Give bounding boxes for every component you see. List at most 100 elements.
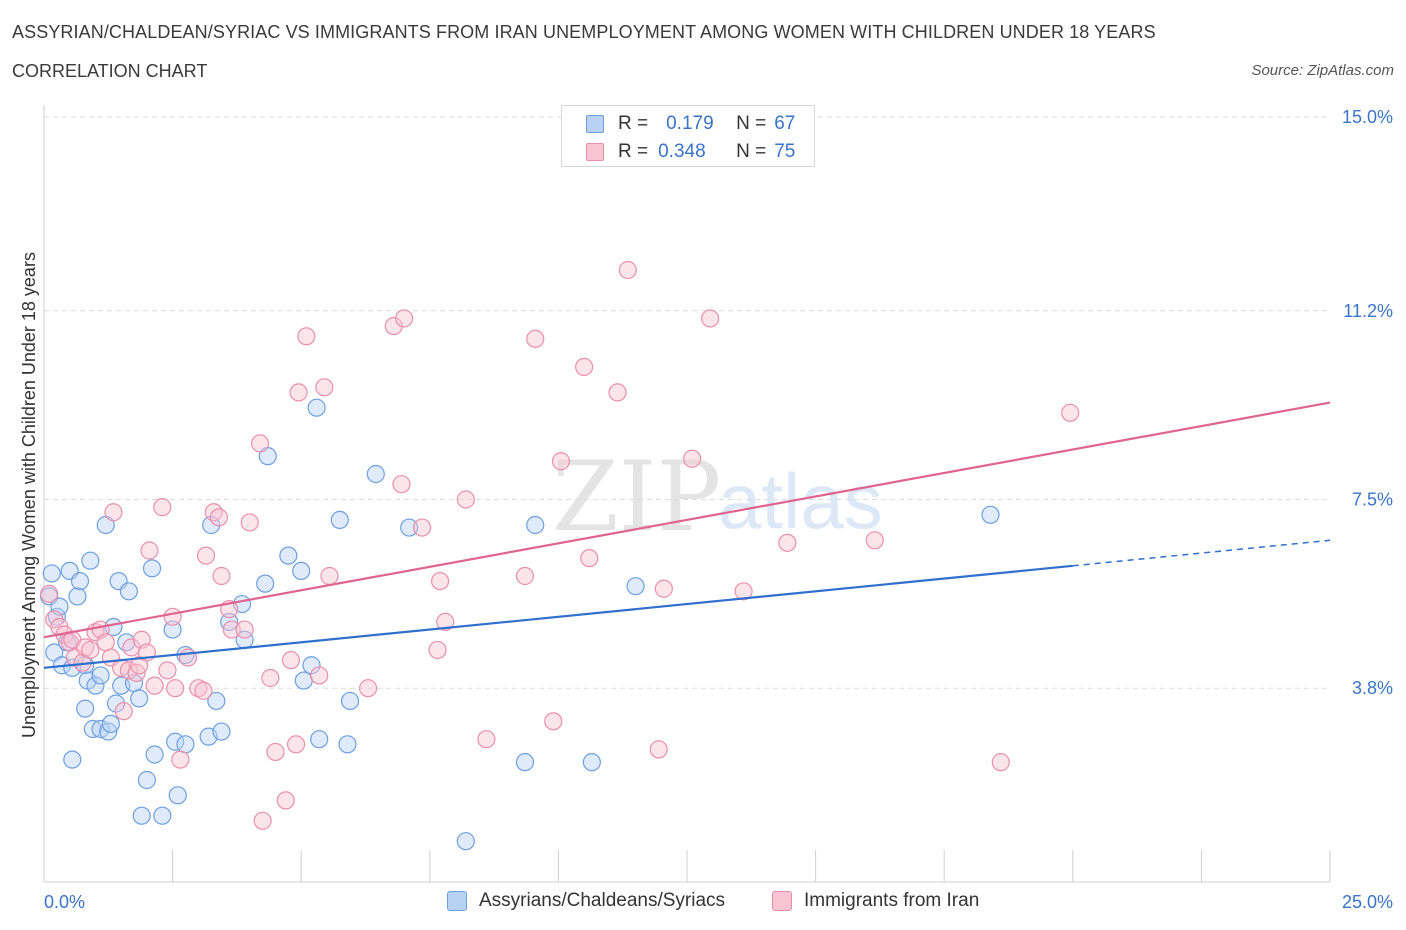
data-point-assyrians xyxy=(70,571,90,591)
data-point-assyrians xyxy=(515,753,535,772)
data-point-iran xyxy=(297,327,316,346)
watermark-atlas: atlas xyxy=(718,457,883,545)
data-point-assyrians xyxy=(91,666,110,685)
legend-r-value-iran: 0.348 xyxy=(658,141,706,162)
data-point-iran xyxy=(701,309,720,328)
data-point-assyrians xyxy=(626,577,645,596)
data-point-assyrians xyxy=(163,620,182,639)
data-point-assyrians xyxy=(294,671,313,690)
data-point-assyrians xyxy=(207,691,226,711)
legend-n-label: N = xyxy=(736,113,767,134)
data-point-iran xyxy=(734,582,753,601)
y-tick-labels: 3.8% 7.5% 11.2% 15.0% xyxy=(1342,107,1393,698)
bottom-legend-swatch-blue xyxy=(447,891,467,911)
data-point-assyrians xyxy=(279,546,298,565)
data-point-iran xyxy=(1061,403,1080,422)
data-point-iran xyxy=(114,702,133,721)
data-point-iran xyxy=(253,811,272,830)
data-point-iran xyxy=(865,531,884,550)
data-point-assyrians xyxy=(340,691,360,711)
data-point-assyrians xyxy=(176,735,195,754)
data-point-assyrians xyxy=(81,551,100,570)
bottom-legend-iran: Immigrants from Iran xyxy=(772,890,979,912)
data-point-iran xyxy=(477,730,496,749)
data-point-iran xyxy=(163,607,182,626)
legend-swatch-blue xyxy=(586,115,604,133)
data-point-iran xyxy=(649,740,668,759)
x-tick-label: 0.0% xyxy=(44,892,85,912)
data-point-assyrians xyxy=(338,735,357,754)
data-point-assyrians xyxy=(42,564,61,583)
data-point-iran xyxy=(196,546,216,565)
data-point-assyrians xyxy=(83,719,102,739)
data-point-iran xyxy=(618,260,637,280)
data-point-iran xyxy=(289,383,308,402)
data-point-assyrians xyxy=(330,510,349,530)
correlation-legend: R = 0.179 N = 67 R = 0.348 N = 75 xyxy=(561,105,815,167)
data-point-iran xyxy=(436,612,455,632)
data-point-iran xyxy=(104,503,123,522)
data-point-iran xyxy=(315,378,334,397)
legend-n-value-iran: 75 xyxy=(774,141,796,162)
data-point-assyrians xyxy=(400,518,419,537)
data-point-assyrians xyxy=(68,587,87,606)
data-point-iran xyxy=(281,651,301,670)
data-point-iran xyxy=(194,681,213,700)
chart-subtitle: CORRELATION CHART xyxy=(12,61,208,81)
data-point-assyrians xyxy=(366,464,385,484)
data-point-iran xyxy=(575,357,594,376)
data-point-iran xyxy=(40,584,59,603)
data-point-iran xyxy=(394,309,414,328)
bottom-legend-swatch-pink xyxy=(772,891,792,911)
axes xyxy=(43,105,1331,883)
data-point-iran xyxy=(212,566,231,586)
data-point-assyrians xyxy=(456,832,475,851)
data-point-iran xyxy=(286,735,306,754)
data-point-iran xyxy=(428,640,447,660)
data-point-iran xyxy=(235,620,254,639)
data-point-iran xyxy=(158,661,177,680)
x-tick-labels: 0.0% 25.0% xyxy=(44,892,1393,912)
legend-n-value-assyrians: 67 xyxy=(774,113,796,134)
data-point-iran xyxy=(178,648,198,667)
data-point-iran xyxy=(166,679,185,698)
watermark: ZIP atlas xyxy=(552,441,883,553)
data-point-assyrians xyxy=(310,730,329,749)
bottom-legend-assyrians: Assyrians/Chaldeans/Syriacs xyxy=(447,890,725,912)
data-point-iran xyxy=(392,475,411,494)
y-tick-label: 3.8% xyxy=(1352,678,1393,698)
data-point-iran xyxy=(171,750,190,769)
legend-r-label: R = xyxy=(618,141,649,162)
data-point-iran xyxy=(222,620,241,639)
legend-row-iran: R = 0.348 N = 75 xyxy=(586,140,795,164)
data-point-iran xyxy=(430,571,450,591)
data-point-assyrians xyxy=(130,689,149,708)
trend-line-assyrians-extension xyxy=(1072,539,1331,567)
data-point-iran xyxy=(412,518,432,537)
data-point-assyrians xyxy=(76,699,95,718)
data-point-iran xyxy=(991,753,1010,772)
data-point-iran xyxy=(320,566,339,586)
data-point-assyrians xyxy=(302,656,321,675)
data-point-iran xyxy=(358,679,378,698)
data-point-iran xyxy=(81,640,100,660)
data-point-iran xyxy=(240,513,259,532)
trend-line-assyrians xyxy=(43,564,1073,669)
y-axis-label: Unemployment Among Women with Children U… xyxy=(19,252,39,738)
legend-row-assyrians: R = 0.179 N = 67 xyxy=(586,112,795,136)
data-point-iran xyxy=(209,508,228,527)
data-point-iran xyxy=(515,566,535,586)
data-point-iran xyxy=(654,579,673,598)
data-point-assyrians xyxy=(119,582,138,601)
data-point-iran xyxy=(456,490,475,509)
data-point-assyrians xyxy=(86,676,105,695)
legend-r-value-assyrians: 0.179 xyxy=(666,113,714,134)
data-point-assyrians xyxy=(132,806,151,825)
y-tick-label: 11.2% xyxy=(1343,301,1393,321)
data-point-assyrians xyxy=(212,722,231,741)
y-tick-label: 7.5% xyxy=(1352,490,1393,510)
data-point-assyrians xyxy=(117,633,136,652)
data-point-assyrians xyxy=(168,786,187,805)
legend-swatch-pink xyxy=(586,143,604,161)
